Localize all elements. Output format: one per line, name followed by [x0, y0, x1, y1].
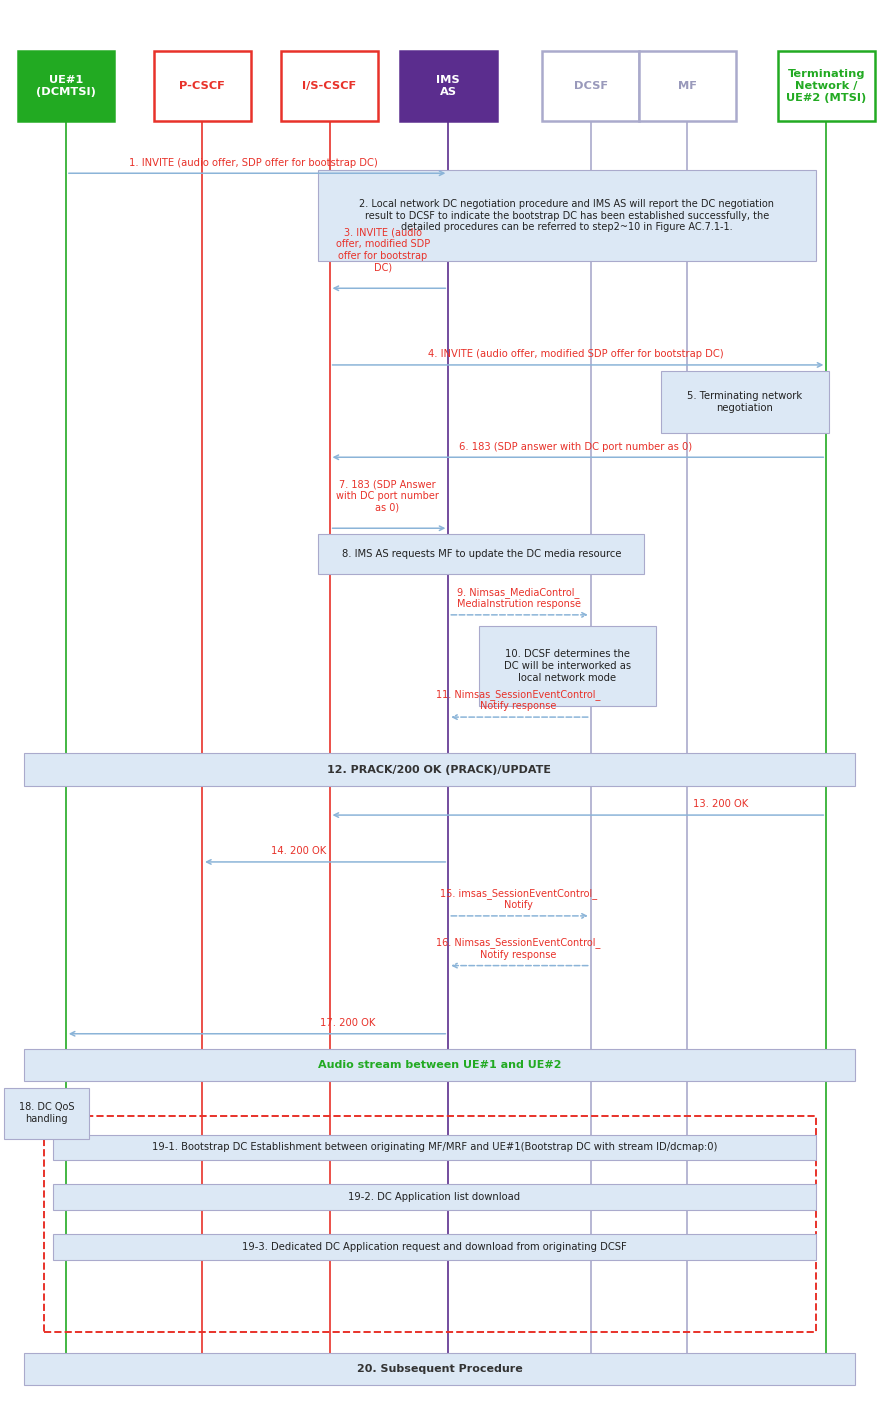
FancyBboxPatch shape	[318, 534, 644, 574]
Text: 7. 183 (SDP Answer
with DC port number
as 0): 7. 183 (SDP Answer with DC port number a…	[335, 480, 438, 513]
Text: Audio stream between UE#1 and UE#2: Audio stream between UE#1 and UE#2	[317, 1059, 561, 1071]
Text: 14. 200 OK: 14. 200 OK	[271, 846, 326, 856]
Text: 15. imsas_SessionEventControl_
Notify: 15. imsas_SessionEventControl_ Notify	[440, 888, 596, 910]
FancyBboxPatch shape	[24, 1353, 854, 1384]
FancyBboxPatch shape	[154, 51, 250, 121]
Text: 3. INVITE (audio
offer, modified SDP
offer for bootstrap
DC): 3. INVITE (audio offer, modified SDP off…	[335, 227, 429, 273]
FancyBboxPatch shape	[777, 51, 874, 121]
Text: 4. INVITE (audio offer, modified SDP offer for bootstrap DC): 4. INVITE (audio offer, modified SDP off…	[428, 349, 723, 359]
FancyBboxPatch shape	[479, 626, 655, 706]
Text: 11. Nimsas_SessionEventControl_
Notify response: 11. Nimsas_SessionEventControl_ Notify r…	[435, 689, 601, 711]
Text: 6. 183 (SDP answer with DC port number as 0): 6. 183 (SDP answer with DC port number a…	[458, 442, 692, 452]
Text: 5. Terminating network
negotiation: 5. Terminating network negotiation	[687, 391, 802, 413]
FancyBboxPatch shape	[18, 51, 114, 121]
FancyBboxPatch shape	[660, 371, 828, 433]
Text: 13. 200 OK: 13. 200 OK	[693, 799, 747, 809]
FancyBboxPatch shape	[399, 51, 496, 121]
Text: Terminating
Network /
UE#2 (MTSI): Terminating Network / UE#2 (MTSI)	[785, 68, 866, 104]
FancyBboxPatch shape	[53, 1135, 815, 1160]
FancyBboxPatch shape	[542, 51, 638, 121]
FancyBboxPatch shape	[638, 51, 735, 121]
Text: 1. INVITE (audio offer, SDP offer for bootstrap DC): 1. INVITE (audio offer, SDP offer for bo…	[129, 158, 377, 168]
Text: DCSF: DCSF	[573, 81, 607, 91]
FancyBboxPatch shape	[318, 170, 815, 261]
FancyBboxPatch shape	[4, 1088, 89, 1139]
FancyBboxPatch shape	[281, 51, 378, 121]
Text: 10. DCSF determines the
DC will be interworked as
local network mode: 10. DCSF determines the DC will be inter…	[503, 649, 630, 683]
Text: 17. 200 OK: 17. 200 OK	[320, 1018, 374, 1028]
Text: 16. Nimsas_SessionEventControl_
Notify response: 16. Nimsas_SessionEventControl_ Notify r…	[435, 937, 601, 960]
Text: UE#1
(DCMTSI): UE#1 (DCMTSI)	[36, 75, 96, 97]
Text: IMS
AS: IMS AS	[436, 75, 459, 97]
Text: 9. Nimsas_MediaControl_
MediaInstrution response: 9. Nimsas_MediaControl_ MediaInstrution …	[456, 586, 580, 609]
Text: 18. DC QoS
handling: 18. DC QoS handling	[18, 1102, 75, 1125]
FancyBboxPatch shape	[24, 753, 854, 787]
FancyBboxPatch shape	[53, 1234, 815, 1260]
Text: 2. Local network DC negotiation procedure and IMS AS will report the DC negotiat: 2. Local network DC negotiation procedur…	[359, 199, 774, 233]
Text: P-CSCF: P-CSCF	[179, 81, 225, 91]
Text: 12. PRACK/200 OK (PRACK)/UPDATE: 12. PRACK/200 OK (PRACK)/UPDATE	[327, 764, 551, 775]
FancyBboxPatch shape	[53, 1184, 815, 1210]
Text: 19-2. DC Application list download: 19-2. DC Application list download	[348, 1191, 520, 1203]
Text: 8. IMS AS requests MF to update the DC media resource: 8. IMS AS requests MF to update the DC m…	[342, 548, 620, 559]
FancyBboxPatch shape	[24, 1049, 854, 1081]
Text: 20. Subsequent Procedure: 20. Subsequent Procedure	[356, 1363, 522, 1375]
Text: MF: MF	[677, 81, 696, 91]
Text: I/S-CSCF: I/S-CSCF	[302, 81, 356, 91]
Text: 19-1. Bootstrap DC Establishment between originating MF/MRF and UE#1(Bootstrap D: 19-1. Bootstrap DC Establishment between…	[151, 1142, 716, 1153]
Text: 19-3. Dedicated DC Application request and download from originating DCSF: 19-3. Dedicated DC Application request a…	[241, 1241, 626, 1252]
